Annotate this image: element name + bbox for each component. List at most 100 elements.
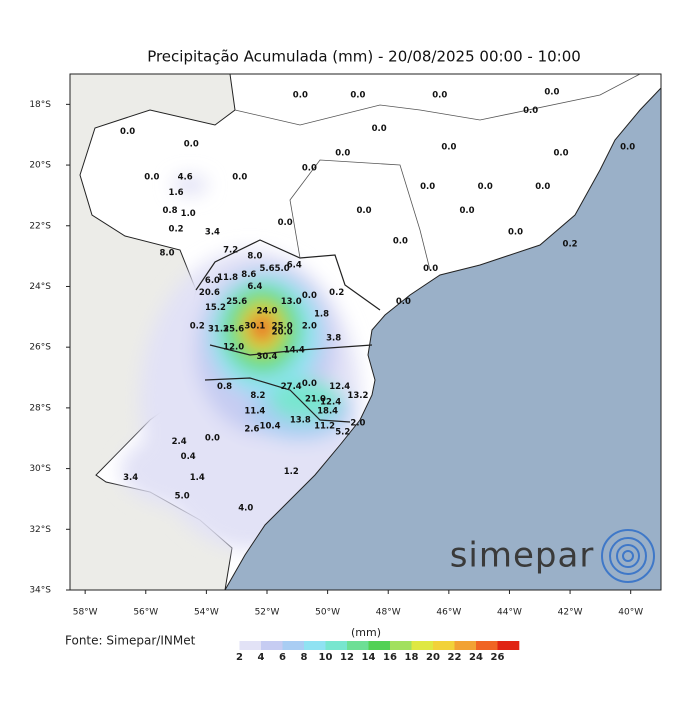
colorbar-swatch: [218, 641, 240, 650]
colorbar-swatch: [497, 641, 520, 650]
station-value: 1.4: [190, 473, 205, 483]
colorbar-label: 2: [236, 652, 243, 663]
station-value: 30.1: [244, 321, 265, 331]
station-value: 0.0: [302, 291, 317, 301]
y-tick-label: 34°S: [29, 586, 51, 596]
station-value: 12.0: [223, 343, 244, 353]
station-value: 12.4: [329, 382, 350, 392]
station-value: 15.2: [205, 303, 226, 313]
x-tick-label: 44°W: [497, 608, 522, 618]
colorbar-label: 10: [319, 652, 333, 663]
colorbar-title: (mm): [351, 626, 381, 639]
station-value: 0.0: [535, 182, 550, 192]
station-value: 0.0: [459, 206, 474, 216]
station-value: 0.0: [478, 182, 493, 192]
stations: 0.0 0.0 0.0 0.0 0.0 0.0 0.0 0.0 0.0 0.0 0.0 0.0 4.6 0…: [120, 88, 635, 514]
station-value: 0.8: [162, 206, 177, 216]
station-value: 6.0: [205, 276, 220, 286]
station-value: 0.0: [393, 236, 408, 246]
map-title: Precipitação Acumulada (mm) - 20/08/2025…: [147, 48, 581, 66]
state-border: [209, 344, 373, 356]
y-tick-label: 28°S: [29, 403, 51, 413]
station-value: 10.4: [260, 422, 281, 432]
x-tick-label: 46°W: [436, 608, 461, 618]
state-border: [289, 159, 431, 271]
station-value: 0.0: [508, 227, 523, 237]
station-value: 11.8: [217, 273, 238, 283]
station-value: 0.0: [184, 139, 199, 149]
station-value: 1.2: [284, 467, 299, 477]
x-tick-label: 52°W: [255, 608, 280, 618]
colorbar-swatch: [433, 641, 455, 650]
station-value: 5.6: [259, 264, 274, 274]
y-tick-label: 24°S: [29, 282, 51, 292]
station-value: 25.6: [226, 297, 247, 307]
colorbar-swatch: [476, 641, 498, 650]
station-value: 0.0: [423, 264, 438, 274]
station-value: 8.2: [250, 391, 265, 401]
y-tick-label: 22°S: [29, 221, 51, 231]
station-value: 0.8: [217, 382, 232, 392]
station-value: 25.6: [223, 324, 244, 334]
station-value: 6.4: [287, 261, 302, 271]
colorbar-swatch: [454, 641, 477, 650]
station-value: 13.8: [290, 416, 311, 426]
station-value: 0.0: [278, 218, 293, 228]
colorbar-swatch: [390, 641, 412, 650]
y-tick-label: 20°S: [29, 161, 51, 171]
station-value: 31.3: [208, 324, 229, 334]
x-tick-label: 42°W: [558, 608, 583, 618]
colorbar-swatch: [368, 641, 391, 650]
station-value: 18.4: [317, 406, 338, 416]
x-tick-label: 58°W: [73, 608, 98, 618]
station-value: 2.4: [172, 437, 187, 447]
logo-mark: [601, 529, 655, 583]
colorbar-swatch: [282, 641, 305, 650]
station-value: 0.0: [432, 91, 447, 101]
y-tick-label: 32°S: [29, 525, 51, 535]
station-value: 0.2: [190, 321, 205, 331]
station-value: 30.4: [257, 352, 278, 362]
station-value: 1.6: [169, 188, 184, 198]
station-value: 5.0: [175, 491, 190, 501]
station-value: 7.2: [223, 246, 238, 256]
colorbar-label: 26: [491, 652, 505, 663]
station-value: 8.6: [241, 270, 256, 280]
station-value: 0.0: [335, 148, 350, 158]
station-value: 0.0: [544, 88, 559, 98]
station-value: 8.0: [247, 252, 262, 262]
station-value: 12.4: [320, 397, 341, 407]
station-value: 1.0: [181, 209, 196, 219]
station-value: 0.0: [232, 173, 247, 183]
map-area: [70, 74, 661, 590]
station-value: 0.0: [372, 124, 387, 134]
station-value: 0.0: [441, 142, 456, 152]
station-value: 3.4: [205, 227, 220, 237]
station-value: 14.4: [284, 346, 305, 356]
station-value: 25.0: [272, 321, 293, 331]
colorbar-label: 6: [279, 652, 286, 663]
colorbar-label: 8: [301, 652, 308, 663]
station-value: 2.6: [244, 425, 259, 435]
station-value: 11.4: [244, 406, 265, 416]
colorbar-label: 24: [469, 652, 483, 663]
station-value: 20.6: [199, 288, 220, 298]
station-value: 2.0: [350, 419, 365, 429]
state-border: [234, 74, 641, 126]
station-value: 3.8: [326, 334, 341, 344]
state-border: [204, 377, 351, 423]
station-value: 0.2: [563, 239, 578, 249]
station-value: 0.2: [329, 288, 344, 298]
colorbar-swatch: [411, 641, 434, 650]
station-value: 5.2: [335, 428, 350, 438]
station-value: 6.4: [247, 282, 262, 292]
colorbar-label: 14: [362, 652, 376, 663]
colorbar-label: 22: [448, 652, 462, 663]
station-value: 3.4: [123, 473, 138, 483]
colorbar-swatch: [347, 641, 369, 650]
station-value: 2.0: [302, 321, 317, 331]
station-value: 0.0: [302, 164, 317, 174]
station-value: 0.0: [350, 91, 365, 101]
station-value: 0.4: [181, 452, 196, 462]
colorbar-label: 18: [405, 652, 419, 663]
